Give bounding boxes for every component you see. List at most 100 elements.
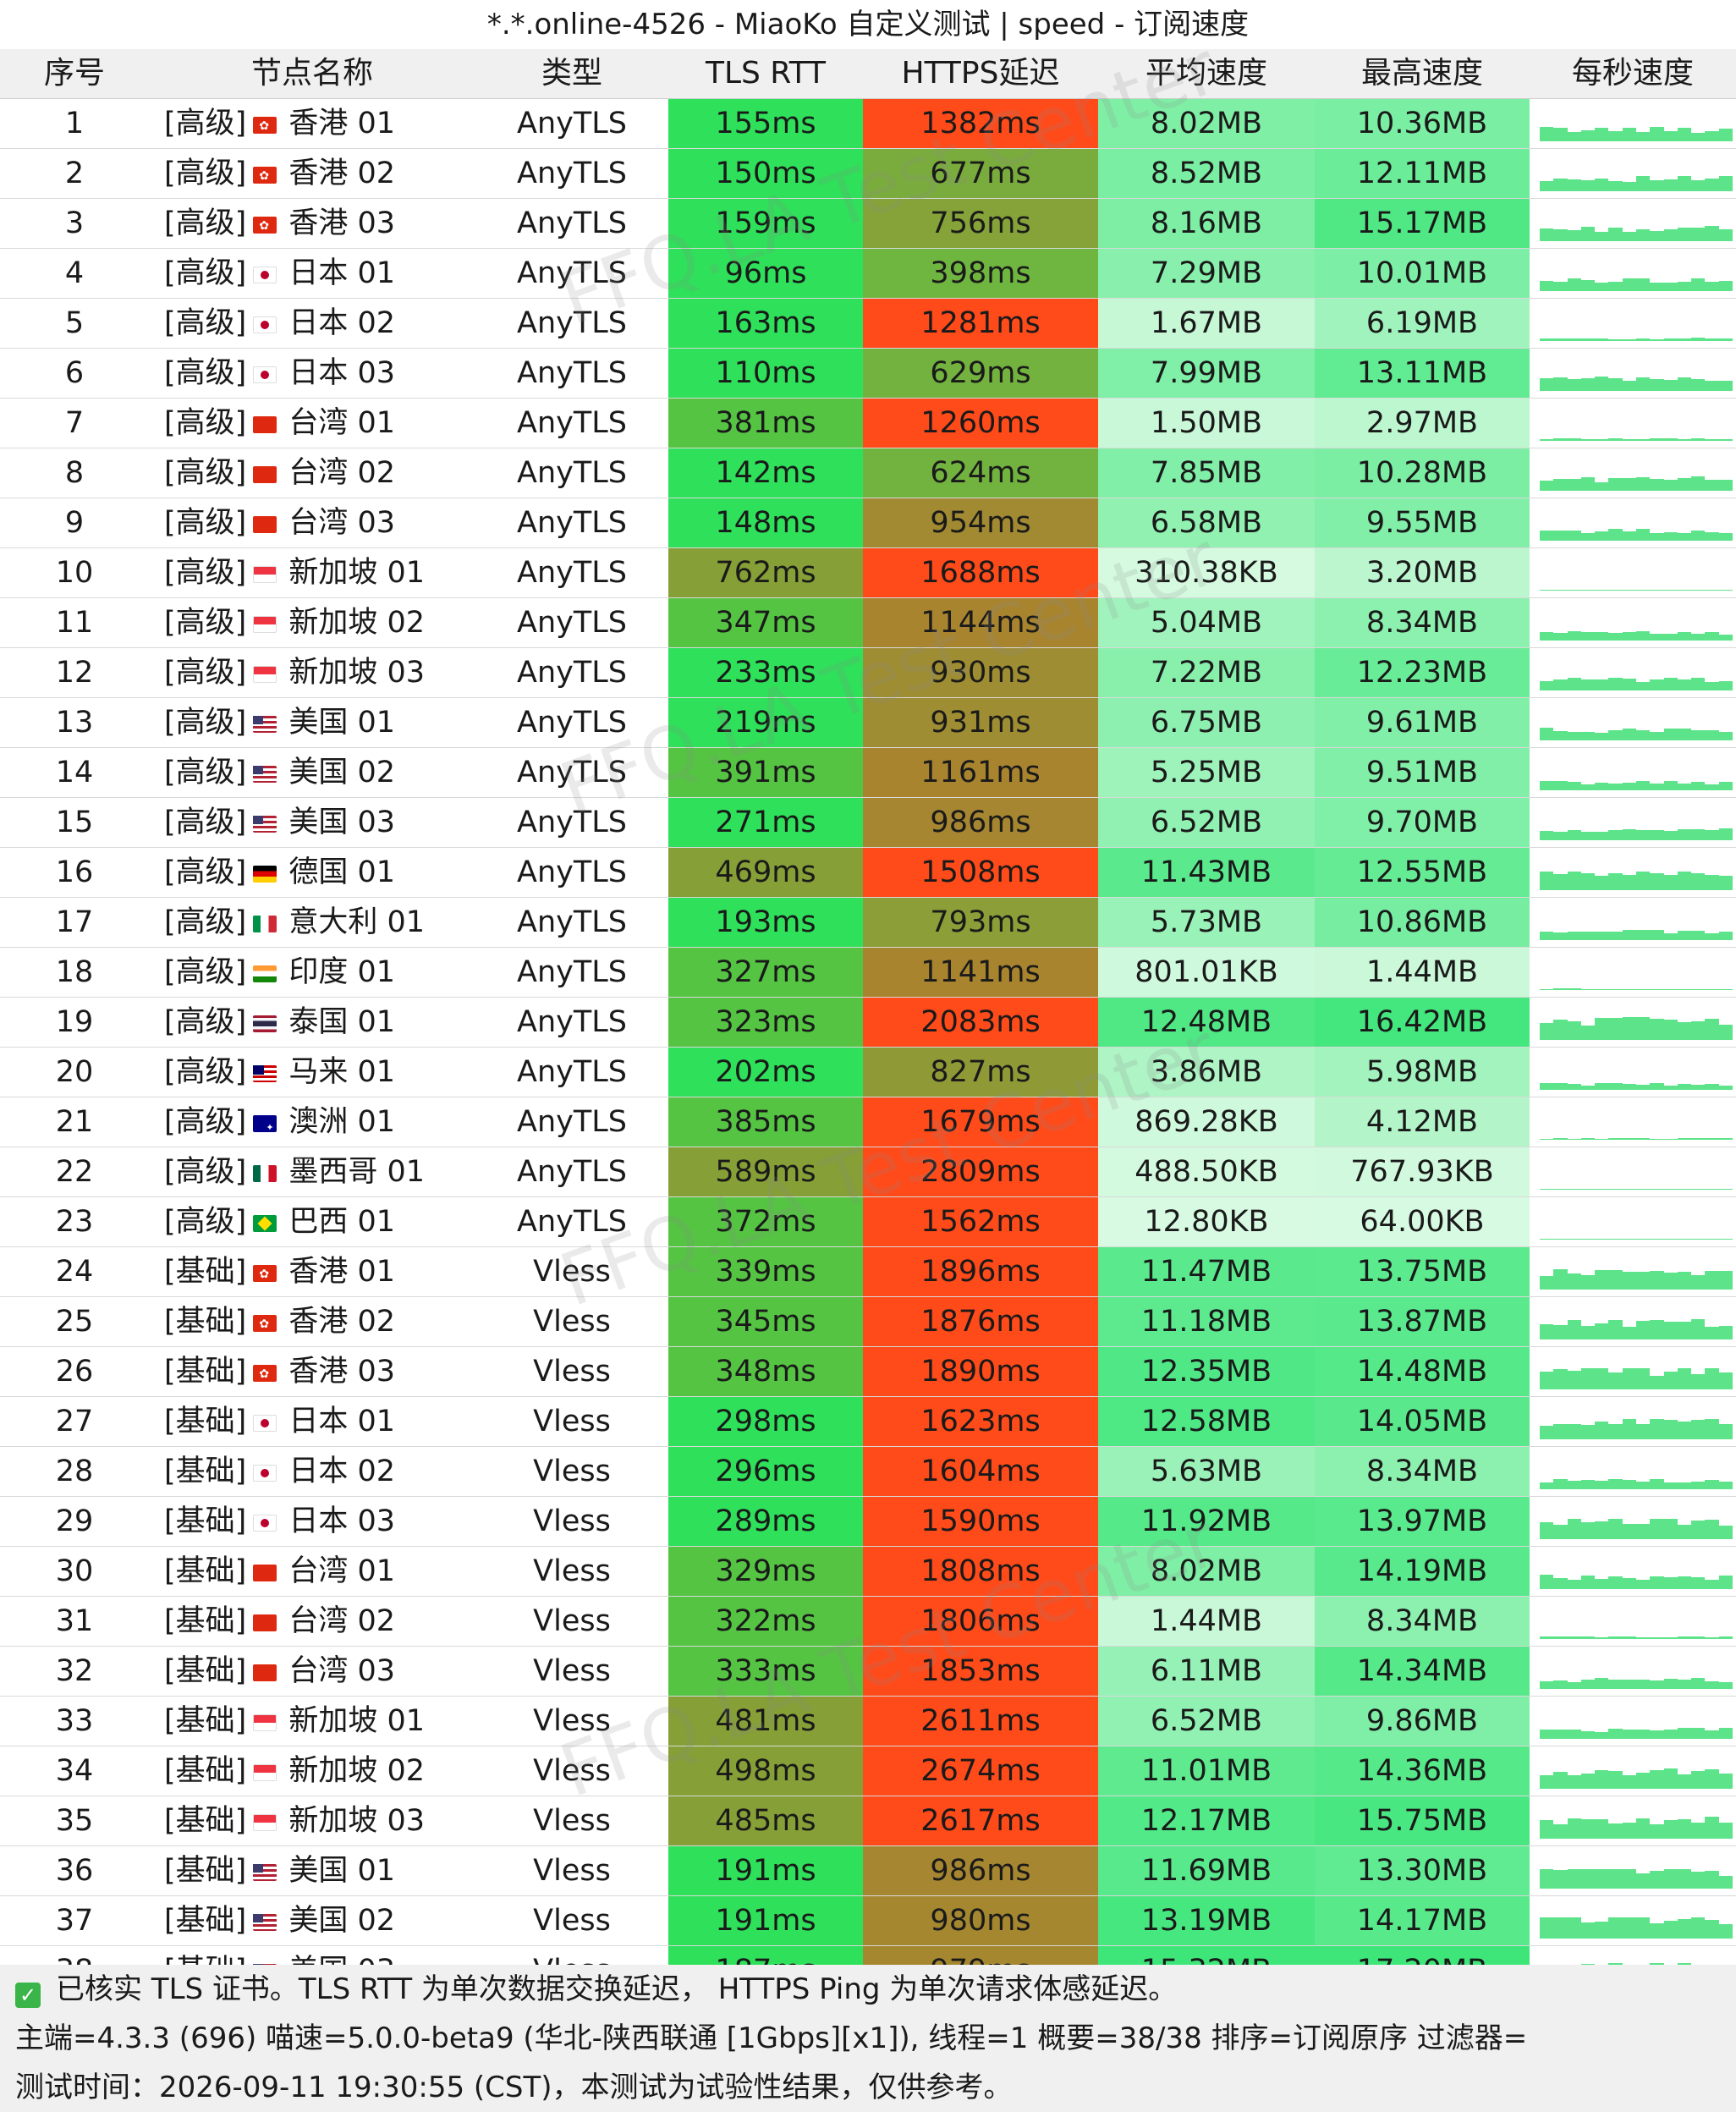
sparkline-bar: [1650, 1824, 1664, 1839]
sparkline-bar: [1677, 438, 1692, 441]
sparkline-bar: [1718, 732, 1733, 740]
sparkline-bar: [1622, 380, 1636, 391]
https-latency-cell: 1853ms: [863, 1647, 1098, 1696]
table-row[interactable]: 36 [基础] 美国 01 Vless 191ms 986ms 11.69MB 13.30MB: [0, 1846, 1736, 1896]
max-speed-cell: 12.11MB: [1315, 149, 1530, 198]
table-row[interactable]: 15 [高级] 美国 03 AnyTLS 271ms 986ms 6.52MB 9.70MB: [0, 798, 1736, 848]
header-index[interactable]: 序号: [43, 56, 105, 91]
per-second-speed-sparkline: [1540, 1497, 1733, 1546]
table-row[interactable]: 37 [基础] 美国 02 Vless 191ms 980ms 13.19MB 14.17MB: [0, 1896, 1736, 1946]
sparkline-bar: [1691, 476, 1706, 491]
avg-speed-cell: 6.58MB: [1098, 498, 1315, 547]
table-row[interactable]: 18 [高级] 印度 01 AnyTLS 327ms 1141ms 801.01KB 1.44…: [0, 948, 1736, 998]
avg-speed-cell: 6.11MB: [1098, 1647, 1315, 1696]
table-row[interactable]: 9 [高级] 台湾 03 AnyTLS 148ms 954ms 6.58MB 9.55MB: [0, 498, 1736, 548]
table-row[interactable]: 21 [高级] 澳洲 01 AnyTLS 385ms1679ms869.28KB4.12…: [0, 1097, 1736, 1147]
table-row[interactable]: 8 [高级] 台湾 02 AnyTLS 142ms 624ms 7.85MB 10.28MB: [0, 448, 1736, 498]
tls-rtt-cell: 155ms: [668, 99, 863, 148]
sparkline-bar: [1622, 278, 1636, 291]
table-row[interactable]: 25 [基础] 香港 02 Vless 345ms1876ms11.18MB13.87M…: [0, 1297, 1736, 1347]
sparkline-bar: [1705, 988, 1719, 990]
sparkline-bar: [1718, 1085, 1733, 1090]
table-row[interactable]: 7 [高级] 台湾 01 AnyTLS 381ms 1260ms 1.50MB 2.97MB: [0, 399, 1736, 448]
max-speed-cell: 10.01MB: [1315, 249, 1530, 298]
sparkline-bar: [1553, 1019, 1568, 1040]
table-row[interactable]: 30 [基础] 台湾 01 Vless 329ms 1808ms 8.02MB 14.19MB: [0, 1547, 1736, 1597]
sparkline-bar: [1622, 1189, 1636, 1190]
sparkline-bar: [1650, 1018, 1664, 1040]
table-row[interactable]: 14 [高级] 美国 02 AnyTLS 391ms 1161ms 5.25MB 9.51MB: [0, 748, 1736, 798]
sparkline-bar: [1718, 1682, 1733, 1689]
table-row[interactable]: 33 [基础] 新加坡 01 Vless 481ms 2611ms 6.52MB 9.86MB: [0, 1697, 1736, 1746]
node-type: Vless: [533, 1554, 611, 1588]
header-node-name[interactable]: 节点名称: [250, 56, 373, 91]
node-name: 香港 01: [288, 107, 395, 140]
node-type: Vless: [533, 1255, 611, 1289]
table-row[interactable]: 22 [高级] 墨西哥 01 AnyTLS 589ms 2809ms 488.50KB 767…: [0, 1147, 1736, 1197]
header-https-latency[interactable]: HTTPS延迟: [901, 56, 1060, 91]
table-row[interactable]: 16 [高级] 德国 01 AnyTLS 469ms 1508ms 11.43MB 12.55…: [0, 848, 1736, 898]
table-row[interactable]: 20 [高级] 马来 01 AnyTLS 202ms 827ms 3.86MB 5.98MB: [0, 1048, 1736, 1097]
sparkline-bar: [1622, 1479, 1636, 1489]
per-second-speed-sparkline: [1540, 349, 1733, 398]
node-name-cell: [高级] 墨西哥 01: [149, 1147, 475, 1196]
table-row[interactable]: 26 [基础] 香港 03 Vless 348ms1890ms12.35MB14.48M…: [0, 1347, 1736, 1397]
node-name-cell: [基础] 香港 01: [149, 1247, 475, 1296]
sparkline-bar: [1705, 830, 1719, 840]
avg-speed-cell: 6.75MB: [1098, 698, 1315, 747]
sparkline-bar: [1580, 590, 1596, 591]
sparkline-bar: [1580, 179, 1596, 191]
https-latency-cell: 986ms: [863, 1846, 1098, 1895]
sparkline-bar: [1540, 1730, 1554, 1739]
sparkline-bar: [1567, 1021, 1581, 1040]
table-row[interactable]: 31 [基础] 台湾 02 Vless 322ms 1806ms 1.44MB 8.34MB: [0, 1597, 1736, 1647]
sparkline-bar: [1595, 1731, 1609, 1739]
table-row[interactable]: 11 [高级] 新加坡 02 AnyTLS 347ms 1144ms 5.04MB 8.34M…: [0, 598, 1736, 648]
table-row[interactable]: 23 [高级] 巴西 01 AnyTLS 372ms 1562ms 12.80KB 64.00…: [0, 1197, 1736, 1247]
node-type: Vless: [533, 1754, 611, 1788]
table-row[interactable]: 34 [基础] 新加坡 02 Vless 498ms 2674ms 11.01MB 14.36…: [0, 1746, 1736, 1796]
header-type[interactable]: 类型: [541, 56, 602, 91]
sparkline-bar: [1608, 1017, 1623, 1040]
sparkline-bar: [1553, 1578, 1568, 1589]
table-row[interactable]: 5 [高级] 日本 02 AnyTLS 163ms 1281ms 1.67MB 6.19MB: [0, 299, 1736, 349]
table-row[interactable]: 27 [基础] 日本 01 Vless 298ms 1623ms 12.58MB 14.05M…: [0, 1397, 1736, 1447]
max-speed-cell: 2.97MB: [1315, 399, 1530, 448]
sparkline-bar: [1595, 338, 1609, 341]
table-row[interactable]: 28 [基础] 日本 02 Vless 296ms 1604ms 5.63MB 8.34MB: [0, 1447, 1736, 1497]
header-max-speed[interactable]: 最高速度: [1360, 56, 1483, 91]
https-latency-cell: 756ms: [863, 199, 1098, 248]
header-tls-rtt[interactable]: TLS RTT: [705, 56, 827, 91]
table-row[interactable]: 32 [基础] 台湾 03 Vless 333ms 1853ms 6.11MB 14.34MB: [0, 1647, 1736, 1697]
node-name: 香港 03: [288, 1355, 395, 1389]
table-row[interactable]: 35 [基础] 新加坡 03 Vless 485ms 2617ms 12.17MB 15.75…: [0, 1796, 1736, 1846]
sparkline-bar: [1663, 1273, 1678, 1290]
max-speed-cell: 9.51MB: [1315, 748, 1530, 797]
table-row[interactable]: 19 [高级] 泰国 01 AnyTLS 323ms 2083ms 12.48MB 16.42…: [0, 998, 1736, 1048]
sparkline-bar: [1553, 1680, 1568, 1689]
header-avg-speed[interactable]: 平均速度: [1145, 56, 1267, 91]
per-second-speed-sparkline: [1540, 498, 1733, 547]
sparkline-bar: [1595, 831, 1609, 840]
table-row[interactable]: 12 [高级] 新加坡 03 AnyTLS 233ms 930ms 7.22MB 12.23M…: [0, 648, 1736, 698]
node-name: 德国 01: [288, 855, 395, 889]
table-row[interactable]: 17 [高级] 意大利 01 AnyTLS 193ms 793ms 5.73MB 10.86M…: [0, 898, 1736, 948]
table-row[interactable]: 4 [高级] 日本 01 AnyTLS 96ms 398ms 7.29MB 10.01MB: [0, 249, 1736, 299]
sparkline-bar: [1608, 1868, 1623, 1889]
table-row[interactable]: 13 [高级] 美国 01 AnyTLS 219ms 931ms 6.75MB 9.61MB: [0, 698, 1736, 748]
table-row[interactable]: 10 [高级] 新加坡 01 AnyTLS 762ms 1688ms 310.38KB 3.2…: [0, 548, 1736, 598]
node-type: AnyTLS: [517, 206, 627, 240]
table-row[interactable]: 6 [高级] 日本 03 AnyTLS 110ms 629ms 7.99MB 13.11MB: [0, 349, 1736, 399]
table-row[interactable]: 29 [基础] 日本 03 Vless 289ms 1590ms 11.92MB 13.97M…: [0, 1497, 1736, 1547]
avg-speed-cell: 8.52MB: [1098, 149, 1315, 198]
node-type: AnyTLS: [517, 606, 627, 640]
footer-line-1: ✓ 已核实 TLS 证书。TLS RTT 为单次数据交换延迟， HTTPS Pin…: [15, 1965, 1177, 2014]
node-tier: [高级]: [164, 955, 247, 989]
header-per-second-speed[interactable]: 每秒速度: [1571, 56, 1694, 91]
sparkline-bar: [1608, 227, 1623, 241]
row-index: 27: [55, 1405, 94, 1438]
table-row[interactable]: 24 [基础] 香港 01 Vless 339ms1896ms11.47MB13.75M…: [0, 1247, 1736, 1297]
